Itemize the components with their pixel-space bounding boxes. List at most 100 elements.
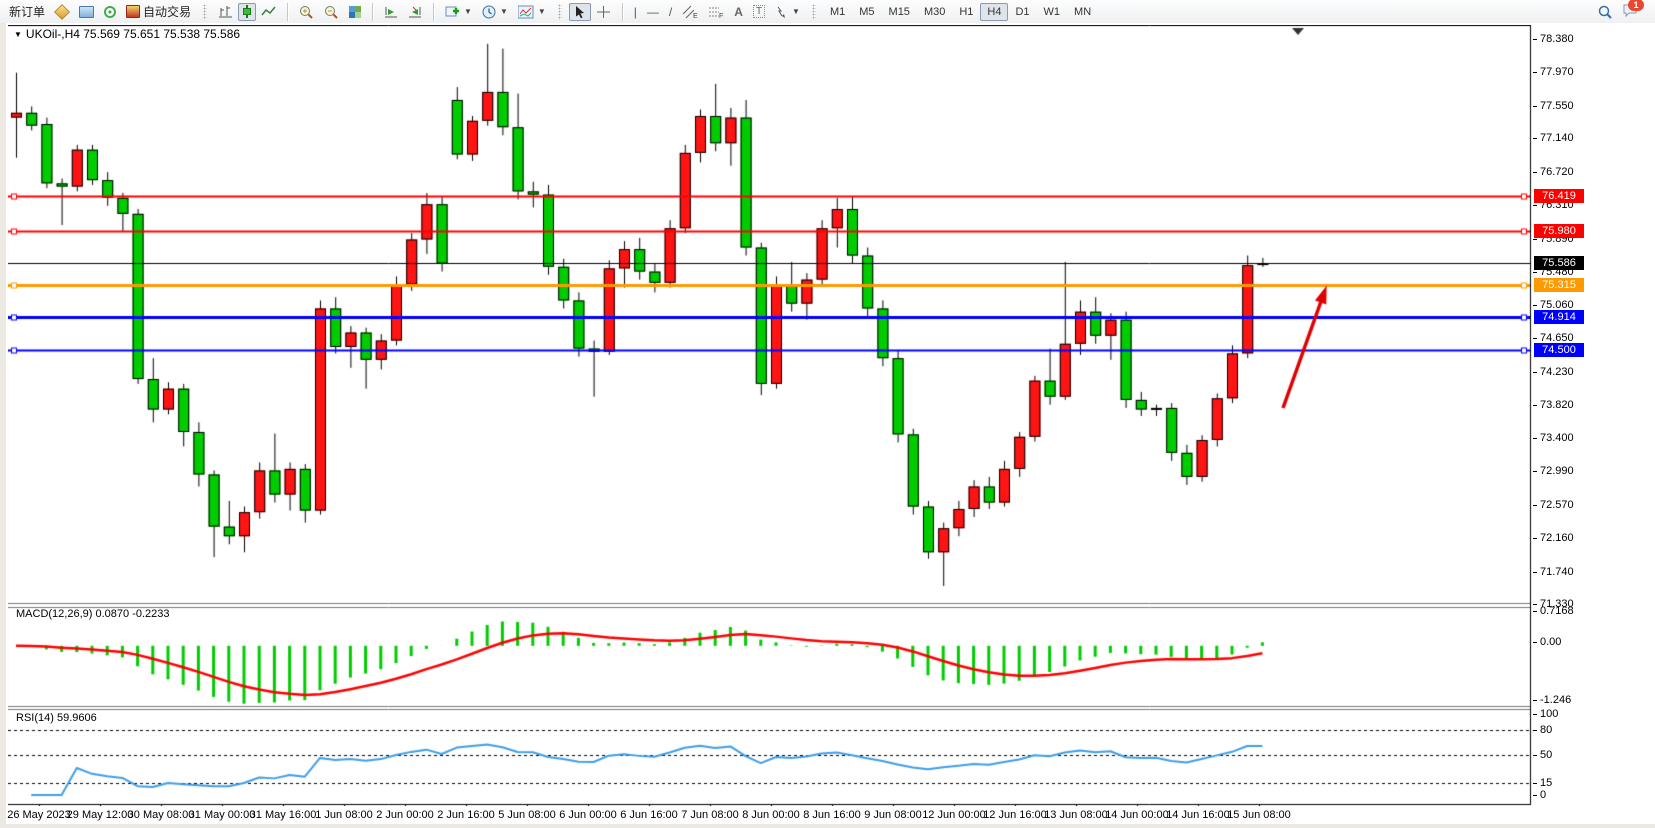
indicator-axis-label: 0: [1532, 789, 1547, 801]
time-tick-label: 31 May 00:00: [188, 809, 256, 821]
timeframe-m15-button[interactable]: M15: [888, 5, 910, 18]
new-order-label: 新订单: [9, 5, 46, 19]
chevron-down-icon: ▼: [537, 7, 546, 16]
terminal-button[interactable]: [74, 3, 99, 21]
market-stack-icon: [54, 3, 70, 20]
price-tick-label: 75.060: [1533, 299, 1574, 312]
indicator-axis-label: 80: [1532, 724, 1553, 736]
time-axis[interactable]: 26 May 2023 29 May 12:00 30 May 08:00 31 Ma…: [7, 806, 1532, 824]
timeframe-m5-button[interactable]: M5: [859, 5, 875, 18]
time-tick-label: 30 May 08:00: [127, 809, 195, 821]
timeframe-w1-button[interactable]: W1: [1043, 5, 1061, 18]
time-tick-label: 12 Jun 00:00: [922, 809, 986, 821]
price-level-badge: 75.586: [1534, 256, 1584, 271]
fibonacci-tool-button[interactable]: F: [703, 3, 729, 21]
line-chart-button[interactable]: [256, 3, 281, 21]
main-toolbar: 新订单 自动交易: [0, 0, 1655, 24]
time-tick-label: 1 Jun 08:00: [315, 809, 373, 821]
toolbar-grip[interactable]: [557, 3, 562, 20]
signals-button[interactable]: [99, 3, 121, 21]
price-axis[interactable]: 78.380 77.970 77.550 77.140 76.720 76.310 75.8…: [1532, 23, 1655, 805]
window-bottom-strip: [6, 824, 1655, 828]
timeframe-m1-button[interactable]: M1: [829, 5, 846, 18]
notifications-button[interactable]: 1: [1618, 0, 1644, 21]
market-watch-button[interactable]: [50, 3, 74, 21]
macd-indicator-label: MACD(12,26,9) 0.0870 -0.2233: [16, 608, 170, 620]
chevron-down-icon: ▼: [464, 7, 472, 16]
zoom-out-button[interactable]: [319, 3, 344, 21]
time-tick-label: 12 Jun 16:00: [983, 809, 1047, 821]
crosshair-tool-button[interactable]: [591, 3, 616, 21]
time-tick-label: 29 May 12:00: [66, 809, 134, 821]
new-order-button[interactable]: 新订单: [4, 3, 50, 21]
toolbar-grip[interactable]: [203, 3, 208, 20]
label-tool-button[interactable]: T: [748, 3, 770, 21]
time-tick-label: 15 Jun 08:00: [1227, 809, 1291, 821]
price-tick-label: 74.230: [1533, 365, 1574, 378]
indicator-axis-label: 0.7168: [1533, 605, 1574, 617]
time-tick-label: 31 May 16:00: [249, 809, 317, 821]
line-chart-icon: [261, 6, 276, 16]
bars-chart-icon: [219, 6, 233, 18]
time-tick-label: 8 Jun 00:00: [742, 809, 800, 821]
indicator-axis-label: -1.246: [1532, 694, 1572, 706]
new-chart-button[interactable]: ▼: [440, 3, 477, 21]
timeframe-h1-button[interactable]: H1: [959, 5, 974, 18]
tile-windows-icon: [349, 5, 362, 18]
crosshair-icon: [596, 5, 610, 18]
price-level-badge: 75.315: [1534, 277, 1584, 292]
timeframe-d1-button[interactable]: D1: [1015, 5, 1030, 18]
price-level-badge: 74.500: [1534, 343, 1584, 358]
price-tick-label: 71.740: [1533, 565, 1574, 578]
timeframe-m30-button[interactable]: M30: [923, 5, 946, 18]
tile-windows-button[interactable]: [344, 3, 366, 21]
autotrade-icon: [126, 5, 141, 18]
time-tick-label: 9 Jun 08:00: [864, 809, 922, 821]
indicator-axis-label: 0.00: [1532, 636, 1562, 648]
price-tick-label: 77.550: [1533, 99, 1574, 112]
timeframe-mn-button[interactable]: MN: [1074, 5, 1092, 18]
terminal-icon: [79, 5, 95, 18]
time-tick-label: 6 Jun 16:00: [620, 809, 678, 821]
trendline-tool-button[interactable]: /: [664, 3, 677, 21]
period-icon: [482, 5, 496, 18]
text-tool-button[interactable]: A: [729, 3, 748, 21]
search-button[interactable]: [1593, 3, 1618, 21]
autotrading-label: 自动交易: [143, 5, 192, 19]
template-button[interactable]: [403, 3, 427, 21]
price-level-badge: 76.419: [1534, 189, 1584, 204]
cursor-tool-button[interactable]: [568, 2, 591, 21]
period-button[interactable]: ▼: [477, 3, 513, 21]
chart-title: ▼ UKOil-,H4 75.569 75.651 75.538 75.586: [14, 27, 241, 41]
price-tick-label: 72.990: [1533, 465, 1574, 478]
candles-chart-button[interactable]: [238, 2, 257, 21]
toolbar-grip[interactable]: [811, 3, 816, 20]
svg-text:E: E: [693, 13, 698, 19]
price-tick-label: 76.720: [1533, 166, 1574, 179]
zoom-in-button[interactable]: [294, 3, 319, 21]
zoom-in-icon: [300, 5, 313, 19]
label-icon: T: [752, 5, 766, 18]
price-chart-canvas[interactable]: [8, 25, 1532, 806]
hline-tool-button[interactable]: —: [642, 3, 664, 21]
zoom-out-icon: [325, 5, 338, 19]
channel-tool-button[interactable]: E: [677, 3, 703, 21]
text-icon: A: [734, 4, 743, 19]
timeframe-toolbar: M1 M5 M15 M30 H1 H4 D1 W1 MN: [819, 0, 1102, 23]
bars-chart-button[interactable]: [214, 3, 238, 21]
indicator-axis-label: 100: [1532, 708, 1559, 720]
time-tick-label: 13 Jun 08:00: [1044, 809, 1108, 821]
time-tick-label: 14 Jun 16:00: [1166, 809, 1230, 821]
channel-icon: E: [682, 5, 698, 19]
chart-profile-button[interactable]: [379, 3, 403, 21]
indicators-button[interactable]: ▼: [513, 3, 551, 21]
timeframe-h4-button[interactable]: H4: [980, 2, 1009, 21]
vline-tool-button[interactable]: |: [629, 3, 642, 21]
autotrading-button[interactable]: 自动交易: [121, 3, 196, 21]
chevron-down-icon[interactable]: ▼: [14, 30, 22, 39]
hline-icon: —: [646, 4, 659, 19]
profile-icon: [385, 7, 398, 18]
time-tick-label: 5 Jun 08:00: [498, 809, 556, 821]
arrows-tool-button[interactable]: ▼: [770, 3, 805, 21]
vline-icon: |: [633, 4, 637, 19]
